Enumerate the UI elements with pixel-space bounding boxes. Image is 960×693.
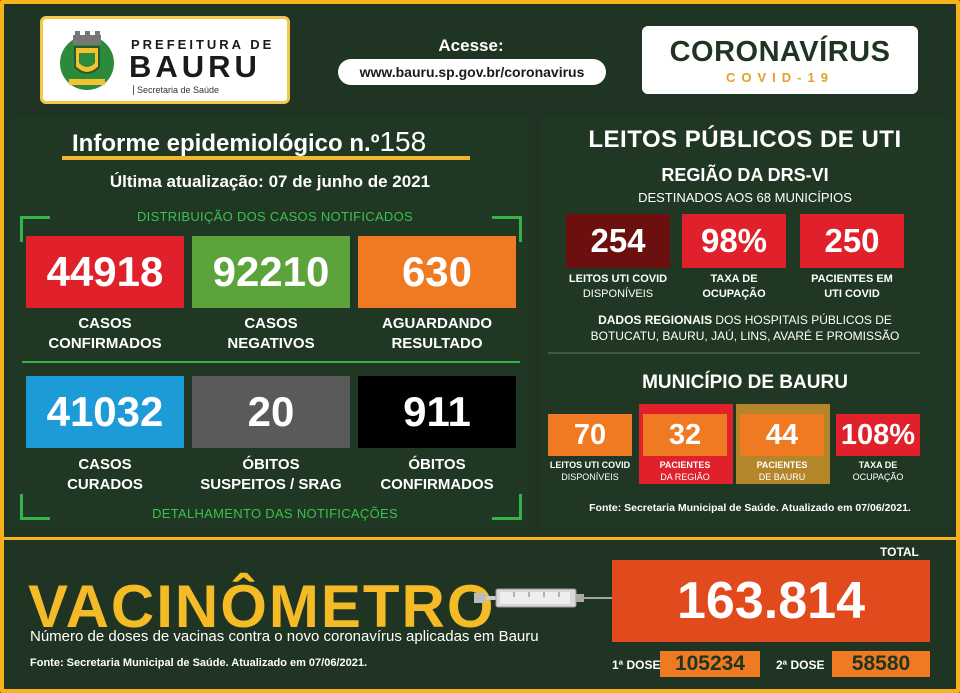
uti-source: Fonte: Secretaria Municipal de Saúde. At…	[589, 502, 911, 514]
bauru-crest-icon	[60, 31, 114, 90]
prefeitura-logo: PREFEITURA DE BAURU Secretaria de Saúde	[40, 16, 290, 104]
stat-value: 20	[192, 376, 350, 448]
acesse-label: Acesse:	[438, 36, 504, 55]
covid-subtitle: COVID-19	[726, 70, 834, 85]
municipal-value: 108%	[836, 414, 920, 456]
dados-rest: DOS HOSPITAIS PÚBLICOS DE	[712, 313, 892, 327]
distribution-title: DISTRIBUIÇÃO DOS CASOS NOTIFICADOS	[136, 209, 413, 224]
municipal-label-line1: PACIENTES	[756, 460, 808, 470]
regional-label: TAXA DE OCUPAÇÃO	[672, 272, 796, 302]
municipal-value: 32	[643, 414, 727, 456]
municipal-label-line2: DA REGIÃO	[660, 472, 710, 482]
uti-title: LEITOS PÚBLICOS DE UTI	[588, 126, 902, 153]
informe-title: Informe epidemiológico n.º158	[72, 126, 426, 158]
stat-label: AGUARDANDO RESULTADO	[352, 314, 522, 354]
stat-label-line1: ÓBITOS	[242, 456, 300, 473]
dose1-value: 105234	[660, 651, 760, 677]
stat-label-line1: CASOS	[78, 456, 132, 473]
cases-panel	[10, 116, 530, 530]
dose2-label: 2ª DOSE	[776, 658, 825, 672]
municipal-label: PACIENTES DE BAURU	[734, 459, 830, 483]
stat-label: CASOS CURADOS	[20, 455, 190, 495]
stat-label-line2: NEGATIVOS	[227, 335, 315, 352]
stat-label: CASOS CONFIRMADOS	[20, 314, 190, 354]
bracket-top-right	[492, 216, 522, 242]
municipio-title: MUNICÍPIO DE BAURU	[642, 372, 848, 393]
dados-bold: DADOS REGIONAIS	[598, 313, 713, 327]
municipal-label-line2: DISPONÍVEIS	[561, 472, 619, 482]
municipal-label-line1: LEITOS UTI COVID	[549, 460, 631, 470]
regional-value: 250	[800, 214, 904, 268]
vacinometro-source: Fonte: Secretaria Municipal de Saúde. At…	[30, 657, 368, 669]
website-link[interactable]: www.bauru.sp.gov.br/coronavirus	[338, 59, 606, 85]
stat-value: 44918	[26, 236, 184, 308]
regional-label-line2: UTI COVID	[824, 288, 880, 300]
bracket-bottom-left	[20, 494, 50, 520]
informe-label: Informe epidemiológico n.º	[72, 130, 380, 157]
vacinometro-title: VACINÔMETRO	[28, 573, 496, 640]
stat-label-line1: AGUARDANDO	[382, 315, 492, 332]
dose1-label: 1ª DOSE	[612, 658, 661, 672]
dados-cities: BOTUCATU, BAURU, JAÚ, LINS, AVARÉ E PROM…	[590, 329, 900, 343]
destinados-label: DESTINADOS AOS 68 MUNICÍPIOS	[638, 190, 852, 205]
regional-label-line1: PACIENTES EM	[811, 273, 893, 285]
last-update: Última atualização: 07 de junho de 2021	[109, 172, 431, 191]
regional-label-line2: DISPONÍVEIS	[582, 288, 654, 300]
municipal-value: 44	[740, 414, 824, 456]
vacinometro-subtitle: Número de doses de vacinas contra o novo…	[30, 628, 539, 645]
total-label: TOTAL	[880, 545, 919, 559]
regional-data-note: DADOS REGIONAIS DOS HOSPITAIS PÚBLICOS D…	[560, 312, 930, 344]
coronavirus-banner: CORONAVÍRUS COVID-19	[642, 26, 918, 94]
stat-label-line2: RESULTADO	[391, 335, 483, 352]
stat-label-line1: ÓBITOS	[408, 456, 466, 473]
regional-value: 98%	[682, 214, 786, 268]
informe-number: 158	[379, 126, 427, 157]
municipal-label-line2: DE BAURU	[758, 472, 806, 482]
stat-label: ÓBITOS SUSPEITOS / SRAG	[186, 455, 356, 495]
syringe-icon	[474, 588, 614, 608]
stat-label: ÓBITOS CONFIRMADOS	[352, 455, 522, 495]
stat-label: CASOS NEGATIVOS	[186, 314, 356, 354]
stat-value: 92210	[192, 236, 350, 308]
stat-value: 41032	[26, 376, 184, 448]
stat-label-line1: CASOS	[244, 315, 298, 332]
regional-label-line2: OCUPAÇÃO	[702, 288, 766, 300]
stat-label-line2: SUSPEITOS / SRAG	[200, 476, 342, 493]
bottom-divider	[0, 537, 960, 540]
regional-label: PACIENTES EM UTI COVID	[790, 272, 914, 302]
regional-label-line1: TAXA DE	[710, 273, 758, 285]
regional-label-line1: LEITOS UTI COVID	[568, 273, 668, 285]
regional-value: 254	[566, 214, 670, 268]
right-divider	[548, 352, 920, 354]
prefeitura-label: PREFEITURA DE	[131, 37, 275, 52]
municipal-label-line2: OCUPAÇÃO	[852, 472, 904, 482]
dose2-value: 58580	[832, 651, 930, 677]
city-name: BAURU	[129, 49, 261, 84]
municipal-value: 70	[548, 414, 632, 456]
municipal-label: TAXA DE OCUPAÇÃO	[830, 459, 926, 483]
bracket-top-left	[20, 216, 50, 242]
detail-title: DETALHAMENTO DAS NOTIFICAÇÕES	[152, 506, 398, 521]
title-underline	[62, 156, 470, 160]
secretaria-label: Secretaria de Saúde	[133, 85, 219, 95]
municipal-label: LEITOS UTI COVID DISPONÍVEIS	[542, 459, 638, 483]
coronavirus-title: CORONAVÍRUS	[669, 36, 891, 68]
stat-label-line2: CURADOS	[67, 476, 143, 493]
regional-label: LEITOS UTI COVID DISPONÍVEIS	[556, 272, 680, 302]
municipal-label-line1: PACIENTES	[659, 460, 711, 470]
total-doses: 163.814	[612, 560, 930, 642]
stat-value: 630	[358, 236, 516, 308]
stat-label-line2: CONFIRMADOS	[48, 335, 162, 352]
stat-value: 911	[358, 376, 516, 448]
municipal-label-line1: TAXA DE	[858, 460, 898, 470]
bracket-bottom-right	[492, 494, 522, 520]
municipal-label: PACIENTES DA REGIÃO	[637, 459, 733, 483]
region-title: REGIÃO DA DRS-VI	[661, 165, 829, 185]
stat-label-line1: CASOS	[78, 315, 132, 332]
section-divider	[22, 361, 520, 363]
stat-label-line2: CONFIRMADOS	[380, 476, 494, 493]
